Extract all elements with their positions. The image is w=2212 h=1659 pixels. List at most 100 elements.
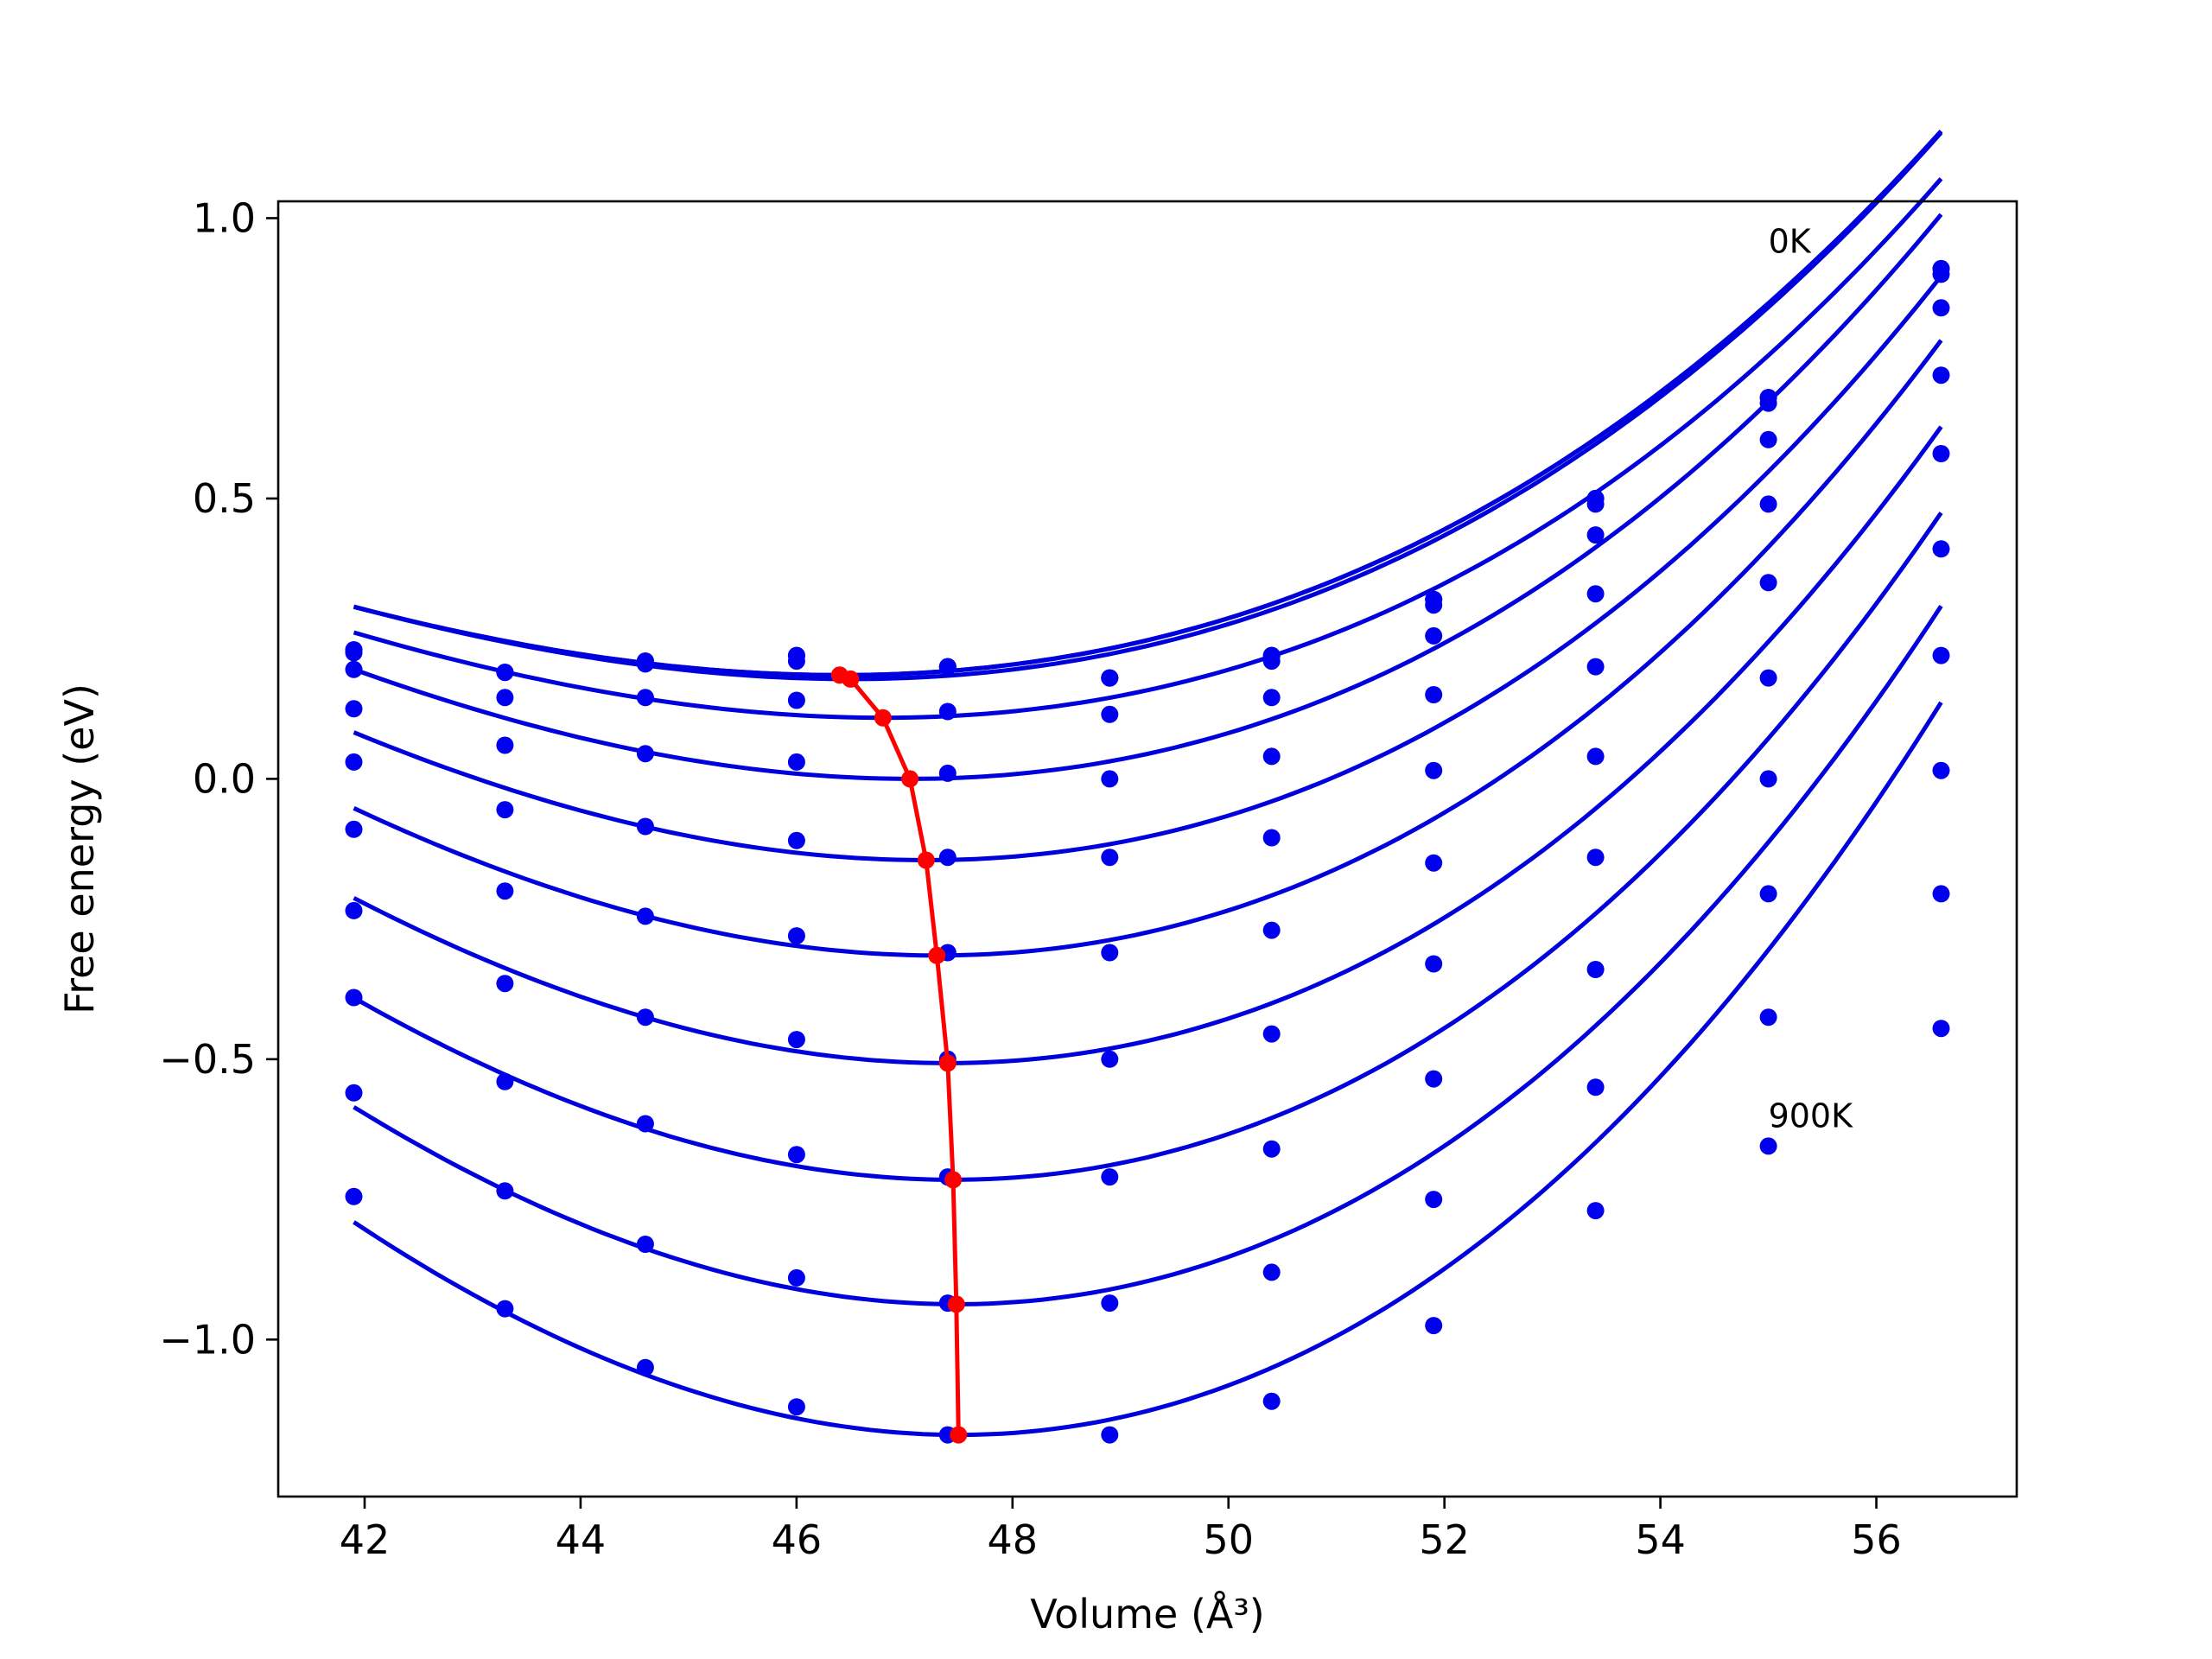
minimum-line [830, 666, 968, 1444]
data-point-2-1 [496, 664, 514, 682]
data-point-2-2 [636, 655, 654, 673]
data-point-9-0 [345, 1084, 363, 1102]
data-point-7-1 [496, 975, 514, 993]
annotation-1: 900K [1769, 1097, 1854, 1135]
data-point-4-7 [1425, 686, 1443, 703]
data-point-9-10 [1932, 885, 1950, 903]
data-point-9-7 [1425, 1191, 1443, 1209]
data-point-5-5 [1101, 849, 1119, 867]
data-point-2-9 [1759, 394, 1777, 412]
x-axis-label: Volume (Å³) [1030, 1591, 1265, 1637]
minimum-point-1 [842, 670, 860, 688]
data-point-5-8 [1586, 658, 1605, 676]
data-point-4-8 [1586, 585, 1605, 603]
data-point-5-10 [1932, 445, 1950, 462]
x-axis: 42 44 46 48 50 52 54 56 [340, 1497, 1902, 1563]
fit-curves [353, 130, 1943, 1438]
data-point-6-2 [636, 907, 654, 925]
fit-curve-8 [353, 512, 1943, 1182]
minimum-point-9 [950, 1426, 968, 1444]
annotations: 0K 900K [1769, 222, 1854, 1135]
data-point-3-2 [636, 689, 654, 707]
y-tick-label-2: 0.0 [193, 755, 256, 802]
minimum-point-8 [947, 1295, 965, 1313]
x-tick-label-7: 56 [1851, 1516, 1902, 1563]
data-point-2-5 [1101, 669, 1119, 687]
data-point-6-7 [1425, 854, 1443, 872]
data-point-4-4 [938, 764, 957, 782]
x-tick-label-6: 54 [1635, 1516, 1686, 1563]
data-point-5-6 [1262, 829, 1281, 847]
data-point-10-5 [1101, 1426, 1119, 1444]
data-point-2-0 [345, 644, 363, 662]
data-point-5-3 [787, 831, 805, 849]
x-tick-label-2: 46 [772, 1516, 823, 1563]
fit-curve-2 [353, 130, 1943, 682]
data-point-8-7 [1425, 1070, 1443, 1088]
minimum-point-4 [917, 851, 935, 869]
minimum-point-2 [874, 709, 892, 727]
data-point-7-2 [636, 1008, 654, 1027]
data-point-5-7 [1425, 761, 1443, 779]
fit-curve-5 [353, 274, 1943, 863]
data-point-9-1 [496, 1182, 514, 1200]
fit-curve-10 [353, 701, 1943, 1438]
data-point-9-5 [1101, 1294, 1119, 1313]
data-point-9-9 [1759, 1008, 1777, 1027]
data-point-10-10 [1932, 1020, 1950, 1038]
x-tick-label-4: 50 [1203, 1516, 1254, 1563]
data-point-2-7 [1425, 596, 1443, 614]
x-tick-label-5: 52 [1419, 1516, 1470, 1563]
data-point-7-10 [1932, 646, 1950, 664]
data-point-6-9 [1759, 669, 1777, 687]
minimum-point-3 [901, 770, 919, 788]
data-point-4-2 [636, 745, 654, 763]
x-tick-label-1: 44 [556, 1516, 607, 1563]
data-point-7-7 [1425, 955, 1443, 973]
data-point-4-6 [1262, 747, 1281, 766]
data-point-4-3 [787, 753, 805, 771]
data-point-2-10 [1932, 265, 1950, 283]
data-point-8-9 [1759, 885, 1777, 903]
data-point-8-6 [1262, 1140, 1281, 1158]
data-point-9-3 [787, 1268, 805, 1287]
data-point-5-0 [345, 753, 363, 771]
data-point-5-9 [1759, 574, 1777, 592]
y-tick-label-1: −0.5 [159, 1036, 256, 1083]
data-point-3-6 [1262, 689, 1281, 707]
data-point-3-5 [1101, 705, 1119, 723]
data-point-9-8 [1586, 1078, 1605, 1096]
data-point-10-1 [496, 1300, 514, 1318]
data-point-7-6 [1262, 1025, 1281, 1043]
data-point-4-9 [1759, 495, 1777, 513]
y-tick-label-4: 1.0 [193, 194, 256, 241]
data-point-3-4 [938, 702, 957, 721]
fit-curve-7 [353, 425, 1943, 1065]
data-point-3-0 [345, 660, 363, 678]
data-point-7-0 [345, 901, 363, 919]
data-point-5-2 [636, 817, 654, 836]
data-point-4-10 [1932, 366, 1950, 385]
data-point-2-6 [1262, 652, 1281, 671]
data-point-3-10 [1932, 299, 1950, 317]
data-point-4-1 [496, 736, 514, 754]
x-tick-label-0: 42 [340, 1516, 391, 1563]
data-point-10-2 [636, 1358, 654, 1376]
data-point-9-6 [1262, 1263, 1281, 1281]
fit-curve-4 [353, 213, 1943, 781]
data-point-6-1 [496, 882, 514, 900]
data-point-3-8 [1586, 526, 1605, 544]
data-point-7-8 [1586, 849, 1605, 867]
data-point-6-10 [1932, 540, 1950, 558]
data-point-6-6 [1262, 921, 1281, 939]
y-axis-label: Free energy (eV) [56, 683, 103, 1014]
data-point-4-0 [345, 700, 363, 718]
data-point-10-7 [1425, 1317, 1443, 1335]
data-point-5-1 [496, 801, 514, 819]
minimum-point-5 [928, 946, 946, 964]
data-points [345, 259, 1950, 1444]
minimum-point-7 [944, 1171, 963, 1189]
fit-curve-3 [353, 177, 1943, 721]
data-point-10-9 [1759, 1137, 1777, 1155]
